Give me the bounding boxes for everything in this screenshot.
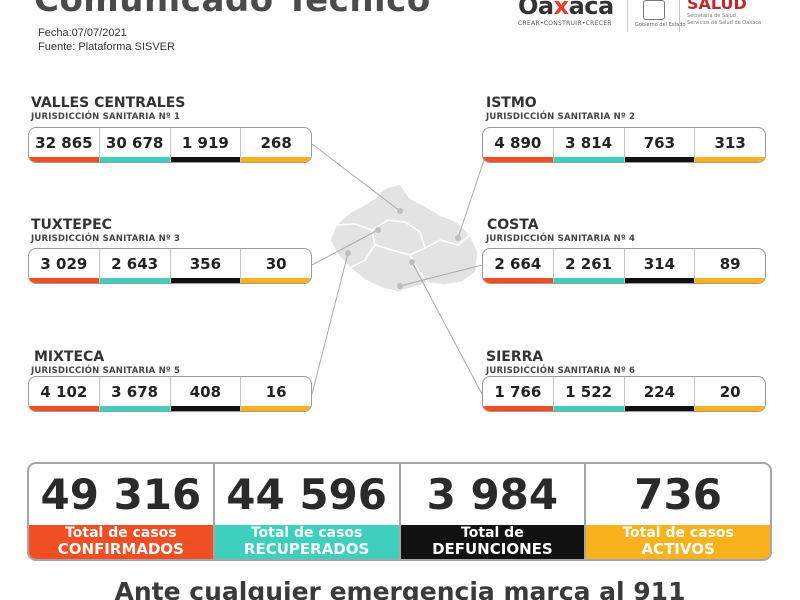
region-name-tuxtepec: TUXTEPEC <box>31 217 112 233</box>
stat-activos: 20 <box>695 377 765 411</box>
total-value: 736 <box>634 470 722 519</box>
region-sub-valles: JURISDICCIÓN SANITARIA Nº 1 <box>31 112 181 122</box>
stat-confirmados: 4 890 <box>483 128 554 162</box>
total-defunciones: 3 984 Total de DEFUNCIONES <box>400 464 587 559</box>
page-title: Comunicado Técnico <box>34 0 431 20</box>
region-stats-sierra: 1 766 1 522 224 20 <box>482 376 766 412</box>
region-name-mixteca: MIXTECA <box>34 349 105 365</box>
map-shape <box>329 183 479 293</box>
region-sub-mixteca: JURISDICCIÓN SANITARIA Nº 5 <box>31 366 181 376</box>
total-recuperados: 44 596 Total de casos RECUPERADOS <box>214 464 401 559</box>
stat-recuperados: 2 261 <box>553 249 625 283</box>
stat-confirmados: 1 766 <box>483 377 554 411</box>
region-stats-valles: 32 865 30 678 1 919 268 <box>28 127 312 163</box>
stat-activos: 89 <box>695 249 765 283</box>
connector-lines <box>311 143 489 395</box>
stat-activos: 30 <box>241 249 311 283</box>
region-stats-tuxtepec: 3 029 2 643 356 30 <box>28 248 312 284</box>
region-stats-costa: 2 664 2 261 314 89 <box>482 248 766 284</box>
stat-recuperados: 2 643 <box>99 249 171 283</box>
total-value: 44 596 <box>226 470 387 519</box>
total-label: Total de casos ACTIVOS <box>586 525 770 559</box>
oaxaca-logo: Oaxaca <box>518 0 614 20</box>
stat-defunciones: 763 <box>624 128 696 162</box>
map-markers <box>345 208 461 289</box>
total-label: Total de casos RECUPERADOS <box>214 525 399 559</box>
stat-recuperados: 30 678 <box>99 128 171 162</box>
stat-confirmados: 3 029 <box>29 249 100 283</box>
stat-defunciones: 314 <box>624 249 696 283</box>
oaxaca-tagline: CREAR•CONSTRUIR•CRECER <box>518 20 612 27</box>
stat-defunciones: 356 <box>170 249 242 283</box>
region-stats-mixteca: 4 102 3 678 408 16 <box>28 376 312 412</box>
total-label: Total de DEFUNCIONES <box>400 525 585 559</box>
total-value: 49 316 <box>40 470 202 519</box>
stat-defunciones: 224 <box>624 377 696 411</box>
totals-panel: 49 316 Total de casos CONFIRMADOS 44 596… <box>27 462 772 561</box>
stat-confirmados: 2 664 <box>483 249 554 283</box>
region-name-istmo: ISTMO <box>486 95 537 111</box>
stat-activos: 16 <box>241 377 311 411</box>
state-seal-icon <box>643 0 665 20</box>
emergency-footer: Ante cualquier emergencia marca al 911 <box>114 577 686 600</box>
region-stats-istmo: 4 890 3 814 763 313 <box>482 127 766 163</box>
logo-divider <box>679 0 680 32</box>
stat-activos: 268 <box>241 128 311 162</box>
stat-defunciones: 408 <box>170 377 242 411</box>
total-value: 3 984 <box>426 470 559 519</box>
region-sub-sierra: JURISDICCIÓN SANITARIA Nº 6 <box>486 366 636 376</box>
total-confirmados: 49 316 Total de casos CONFIRMADOS <box>29 464 215 559</box>
total-activos: 736 Total de casos ACTIVOS <box>586 464 770 559</box>
region-sub-tuxtepec: JURISDICCIÓN SANITARIA Nº 3 <box>31 234 181 244</box>
stat-defunciones: 1 919 <box>170 128 242 162</box>
report-date: Fecha:07/07/2021 <box>38 27 127 39</box>
stat-confirmados: 32 865 <box>29 128 100 162</box>
region-name-sierra: SIERRA <box>486 349 544 365</box>
logo-group: Oaxaca CREAR•CONSTRUIR•CRECER Gobierno d… <box>515 0 800 36</box>
region-name-valles: VALLES CENTRALES <box>31 95 186 111</box>
salud-subtitle: Secretaría de Salud <box>687 13 736 19</box>
region-sub-istmo: JURISDICCIÓN SANITARIA Nº 2 <box>486 112 636 122</box>
stat-recuperados: 1 522 <box>553 377 625 411</box>
salud-subtitle: Servicios de Salud de Oaxaca <box>687 20 762 26</box>
stat-activos: 313 <box>695 128 765 162</box>
region-name-costa: COSTA <box>487 217 539 233</box>
report-source: Fuente: Plataforma SISVER <box>38 41 175 53</box>
salud-logo: SALUD <box>687 0 747 13</box>
total-label: Total de casos CONFIRMADOS <box>29 525 213 559</box>
region-sub-costa: JURISDICCIÓN SANITARIA Nº 4 <box>486 234 636 244</box>
logo-divider <box>627 0 628 32</box>
stat-confirmados: 4 102 <box>29 377 100 411</box>
stat-recuperados: 3 678 <box>99 377 171 411</box>
gobierno-caption: Gobierno del Estado <box>635 22 686 28</box>
stat-recuperados: 3 814 <box>553 128 625 162</box>
